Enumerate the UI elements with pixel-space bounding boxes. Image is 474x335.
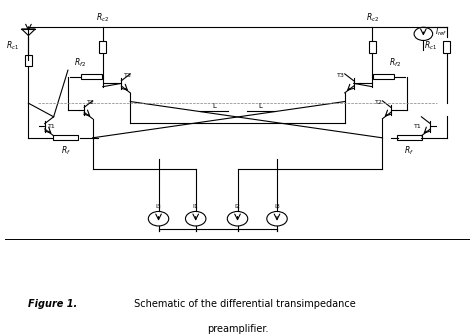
Text: $R_{c2}$: $R_{c2}$: [96, 11, 109, 24]
Bar: [25, 55, 32, 66]
Text: I3: I3: [274, 204, 280, 209]
Text: $R_f$: $R_f$: [404, 144, 414, 157]
Circle shape: [267, 211, 287, 226]
Text: T2: T2: [87, 100, 94, 105]
Text: Schematic of the differential transimpedance: Schematic of the differential transimped…: [131, 299, 356, 309]
Text: $R_{c1}$: $R_{c1}$: [6, 39, 19, 52]
Text: T1: T1: [48, 124, 56, 129]
Circle shape: [414, 27, 433, 41]
Text: Figure 1.: Figure 1.: [28, 299, 78, 309]
Circle shape: [148, 211, 169, 226]
Text: T3: T3: [124, 73, 132, 78]
Bar: [374, 74, 394, 79]
Bar: [81, 74, 101, 79]
Text: L: L: [259, 103, 263, 109]
Bar: [369, 41, 376, 53]
Text: T1: T1: [414, 124, 422, 129]
Text: I3: I3: [155, 204, 162, 209]
Circle shape: [228, 211, 248, 226]
Text: $I_{ref}$: $I_{ref}$: [435, 26, 447, 39]
Bar: [53, 135, 78, 140]
Circle shape: [185, 211, 206, 226]
Bar: [397, 135, 422, 140]
Text: I1: I1: [193, 204, 199, 209]
Text: T3: T3: [337, 73, 345, 78]
Text: I2: I2: [235, 204, 240, 209]
Text: $R_f$: $R_f$: [61, 144, 71, 157]
Text: $R_{c1}$: $R_{c1}$: [424, 39, 437, 52]
Text: preamplifier.: preamplifier.: [207, 324, 268, 334]
Text: $R_{c2}$: $R_{c2}$: [366, 11, 379, 24]
Text: $R_{f2}$: $R_{f2}$: [390, 56, 401, 69]
Text: L: L: [212, 103, 216, 109]
Text: T2: T2: [374, 100, 383, 105]
Text: $R_{f2}$: $R_{f2}$: [73, 56, 86, 69]
Bar: [443, 41, 450, 53]
Bar: [99, 41, 106, 53]
